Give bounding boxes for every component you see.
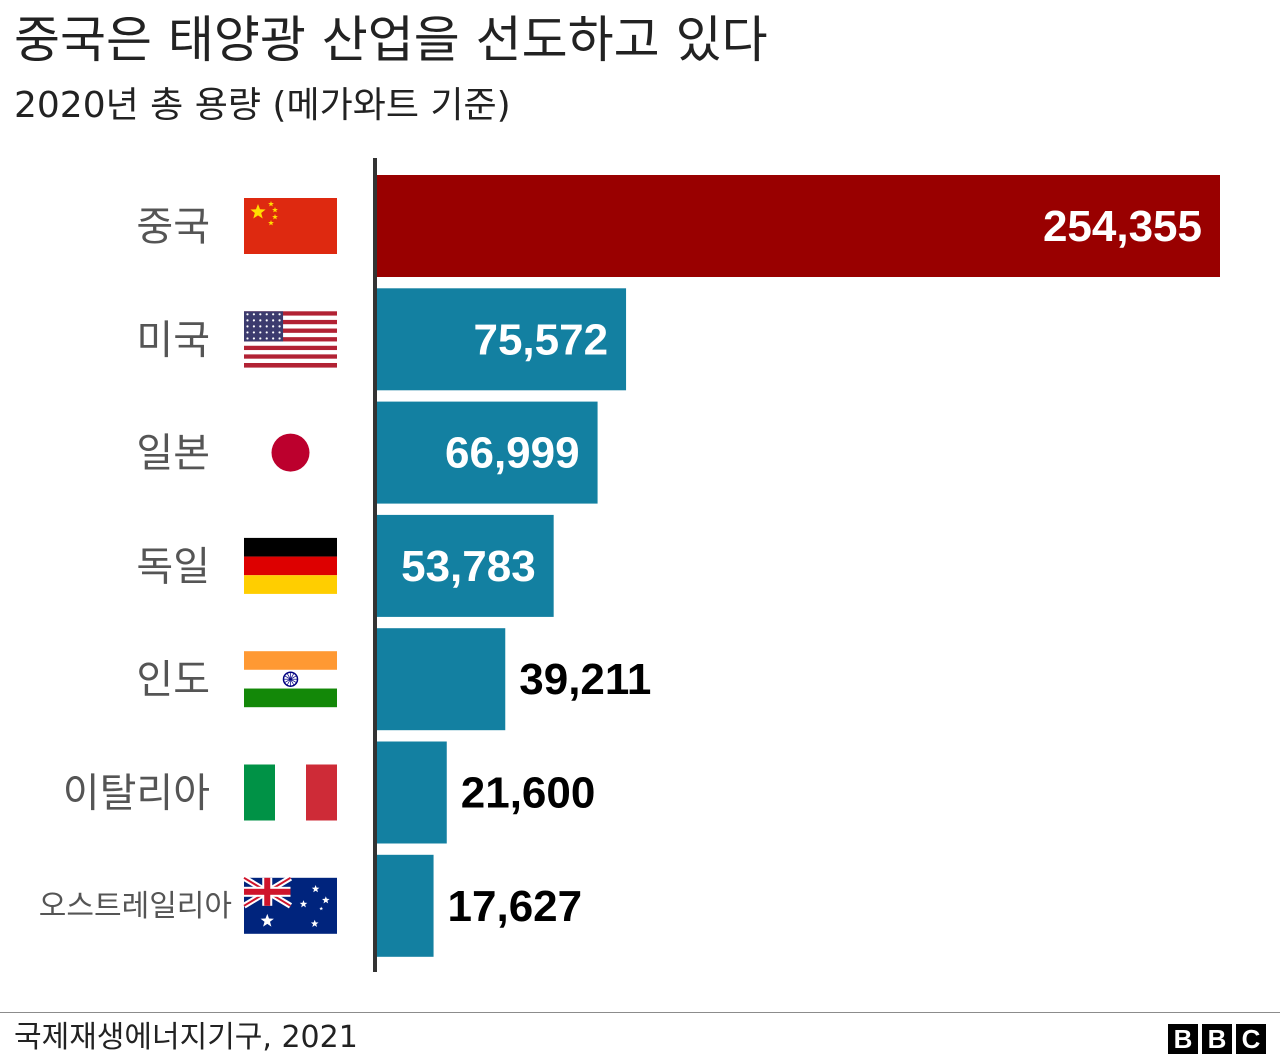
logo-letter: B (1202, 1024, 1232, 1054)
value-labels: 254,355 75,572 66,999 53,783 39,211 21,600 17,… (401, 202, 1202, 931)
category-label: 인도 (136, 657, 210, 703)
value-label: 53,783 (401, 542, 536, 591)
bar-7 (375, 854, 434, 957)
bar-4 (375, 514, 554, 617)
bar-1 (375, 175, 1220, 277)
china-flag-icon (244, 198, 337, 254)
bar-2 (375, 288, 627, 391)
bars (375, 175, 1220, 957)
germany-flag-icon (244, 537, 337, 594)
value-label: 75,572 (473, 315, 608, 364)
chart-subtitle: 2020년 총 용량 (메가와트 기준) (14, 85, 511, 126)
value-label: 254,355 (1043, 202, 1202, 251)
category-label: 이탈리아 (63, 771, 210, 817)
india-flag-icon (244, 651, 337, 708)
italy-flag-icon (244, 764, 337, 821)
bar-5 (375, 628, 506, 731)
category-label: 중국 (136, 204, 210, 250)
flags (242, 198, 337, 934)
logo-letter: B (1168, 1024, 1198, 1054)
bar-6 (375, 741, 447, 844)
value-label: 21,600 (461, 769, 596, 818)
chart-title: 중국은 태양광 산업을 선도하고 있다 (14, 11, 768, 69)
value-label: 66,999 (445, 429, 580, 478)
australia-flag-icon (242, 875, 337, 934)
category-label: 미국 (136, 317, 210, 363)
usa-flag-icon (244, 311, 337, 368)
category-label: 독일 (136, 544, 210, 590)
bar-3 (375, 401, 598, 504)
source-note: 국제재생에너지기구, 2021 (14, 1020, 358, 1055)
japan-flag-icon (244, 424, 337, 481)
footer-divider (0, 1012, 1280, 1013)
category-label: 일본 (136, 431, 210, 477)
logo-letter: C (1236, 1024, 1266, 1054)
category-label: 오스트레일리아 (39, 889, 232, 924)
bbc-logo: B B C (1168, 1024, 1266, 1054)
value-label: 39,211 (519, 655, 651, 704)
value-label: 17,627 (448, 882, 583, 931)
